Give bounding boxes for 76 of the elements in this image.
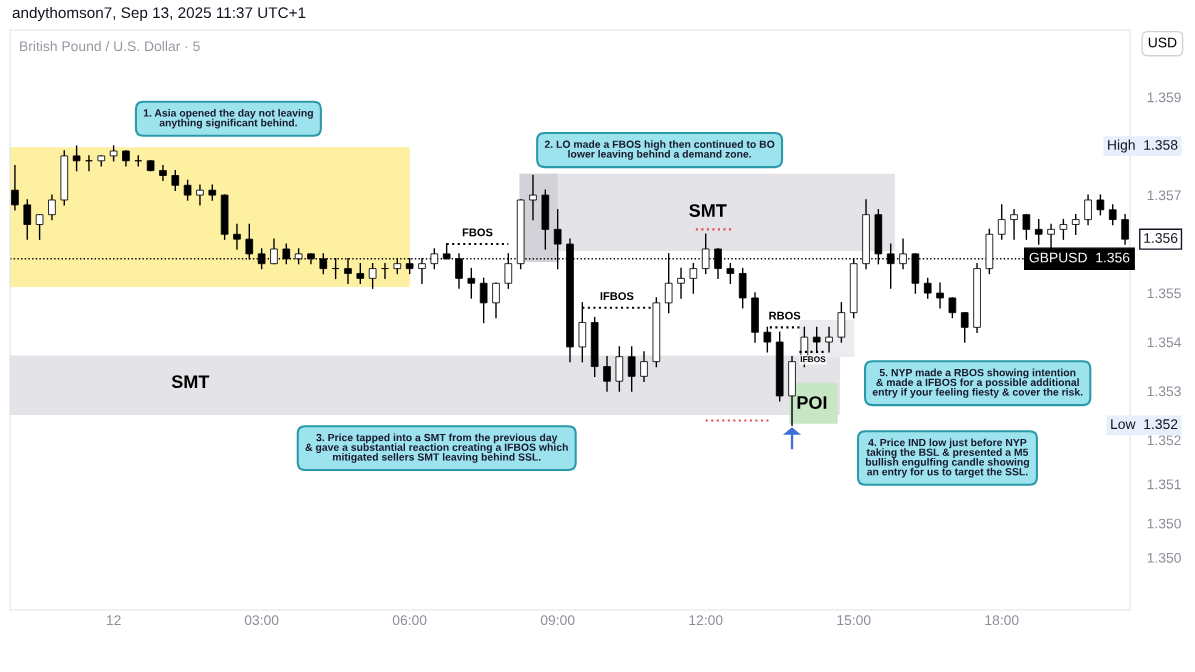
x-tick-label: 15:00: [837, 615, 871, 626]
series-label: IFBOS: [800, 356, 826, 363]
candlestick: [23, 199, 32, 240]
y-tick-label: 1.352: [1147, 435, 1181, 446]
annotation: 5. NYP made a RBOS showing intention & made a IFBOS for a possible additional entry if your feeling fiesty & cover the risk.: [872, 368, 1083, 398]
annotation: Low 1.352: [1111, 419, 1178, 430]
candlestick: [492, 282, 500, 319]
y-tick-label: 1.355: [1147, 288, 1181, 299]
y-tick-label: 1.353: [1147, 386, 1181, 397]
annotation: SMT: [171, 375, 210, 389]
candlestick: [1010, 209, 1018, 240]
ref-line-label: GBPUSD 1.356: [1029, 252, 1130, 263]
candlestick: [1108, 204, 1117, 226]
candlestick: [960, 311, 969, 343]
candlestick: [35, 213, 44, 240]
candlestick: [171, 169, 180, 191]
candlestick: [479, 277, 488, 324]
candlestick: [72, 145, 81, 172]
candlestick: [183, 179, 192, 201]
candlestick: [825, 326, 833, 353]
candlestick: [726, 262, 735, 284]
text: 1.356: [1144, 233, 1178, 243]
candlestick: [640, 351, 648, 382]
series-label: RBOS: [769, 311, 801, 320]
y-tick-label: 1.350: [1147, 518, 1181, 529]
x-tick-label: 09:00: [540, 615, 575, 626]
annotation: 3. Price tapped into a SMT from the previous day & gave a substantial reaction creating a IFBOS which mitigated sellers SMT leaving behind SSL.: [305, 433, 568, 463]
candlestick: [948, 297, 957, 319]
candlestick: [627, 346, 636, 392]
candlestick: [529, 174, 537, 221]
candlestick: [11, 164, 19, 211]
candlestick: [677, 267, 685, 299]
candlestick: [603, 356, 611, 392]
x-tick-label: 12: [106, 615, 121, 625]
candlestick: [48, 194, 56, 221]
annotation: 1. Asia opened the day not leaving anything significant behind.: [143, 108, 313, 129]
candlestick: [689, 262, 698, 294]
candlestick: [1034, 218, 1043, 245]
candlestick: [997, 204, 1006, 240]
candlestick: [356, 262, 365, 284]
candlestick: [1022, 213, 1031, 240]
candlestick: [430, 248, 439, 270]
candlestick: [1059, 218, 1068, 240]
candlestick: [1084, 194, 1092, 226]
candlestick: [196, 184, 204, 206]
chart-title: andythomson7, Sep 13, 2025 11:37 UTC+1: [12, 6, 306, 22]
y-tick-label: 1.350: [1147, 552, 1181, 563]
annotation: 4. Price IND low just before NYP taking the BSL & presented a M5 bullish engulfing candle showing an entry for us to target the SSL.: [865, 438, 1029, 478]
annotation: High 1.358: [1108, 139, 1178, 153]
candlestick: [233, 223, 241, 250]
candlestick: [923, 277, 932, 299]
x-tick-label: 12:00: [689, 615, 723, 626]
series-label: IFBOS: [600, 292, 634, 300]
candlestick: [467, 267, 476, 299]
annotation: SMT: [689, 204, 727, 217]
candlestick: [159, 164, 167, 182]
y-tick-label: 1.351: [1147, 479, 1181, 490]
candlestick: [368, 262, 377, 289]
candlestick: [1096, 194, 1105, 216]
candlestick: [381, 262, 389, 280]
text: USD: [1148, 37, 1177, 48]
y-tick-label: 1.354: [1147, 337, 1182, 348]
y-tick-label: 1.359: [1147, 92, 1181, 103]
series-label: FBOS: [462, 228, 493, 237]
x-tick-label: 06:00: [392, 615, 427, 626]
y-tick-label: 1.357: [1147, 190, 1181, 201]
text: British Pound / U.S. Dollar · 5: [20, 40, 200, 52]
x-tick-label: 18:00: [985, 615, 1019, 626]
candlestick: [763, 326, 772, 353]
candlestick: [936, 282, 944, 309]
candlestick: [85, 155, 93, 172]
x-tick-label: 03:00: [244, 615, 279, 626]
candlestick: [1071, 213, 1080, 235]
candlestick: [1121, 213, 1129, 245]
annotation: POI: [797, 396, 827, 409]
annotation: 2. LO made a FBOS high then continued to BO lower leaving behind a demand zone.: [544, 140, 775, 160]
